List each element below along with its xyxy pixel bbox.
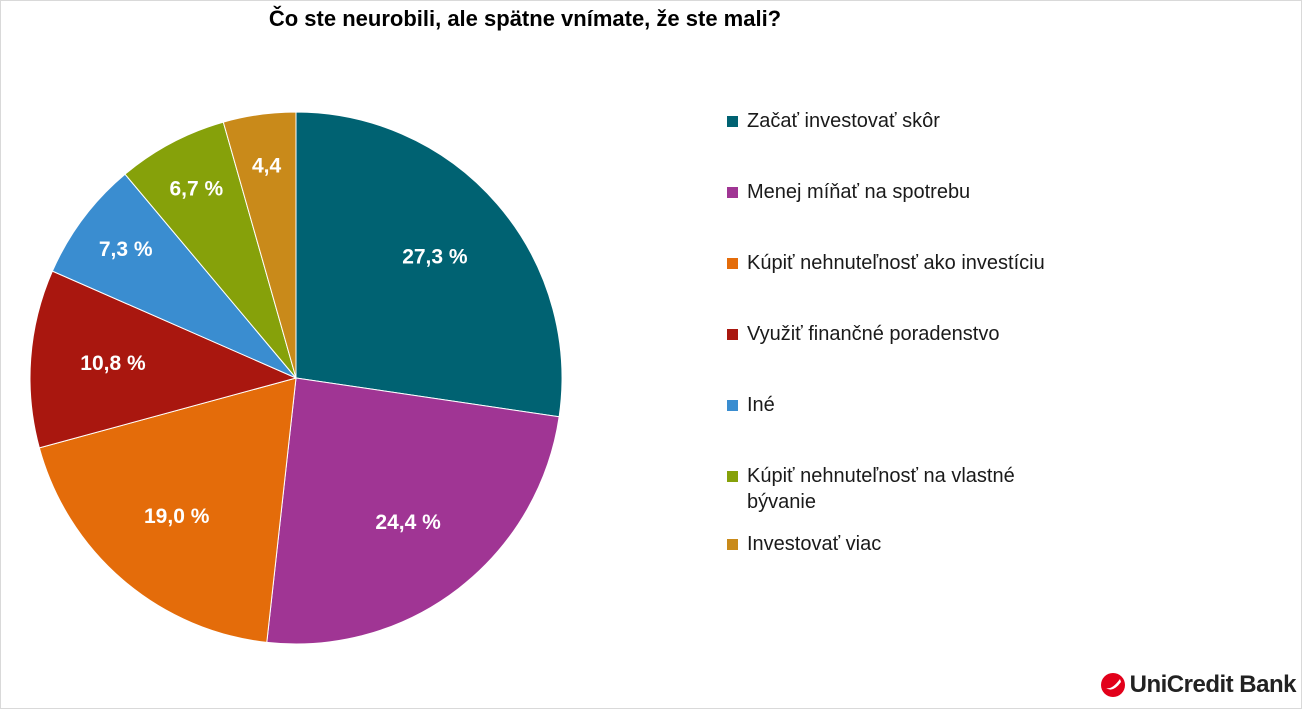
data-label: 6,7 % (169, 178, 223, 201)
legend-item: Začať investovať skôr (727, 108, 1087, 134)
legend-swatch (727, 539, 738, 550)
legend-item: Využiť finančné poradenstvo (727, 321, 1087, 347)
legend-item: Menej míňať na spotrebu (727, 179, 1087, 205)
pie-slice (51, 173, 297, 379)
legend-item: Kúpiť nehnuteľnosť ako investíciu (727, 250, 1087, 276)
pie-slice (38, 377, 297, 643)
data-label: 4,4 (252, 155, 282, 178)
legend-label: Kúpiť nehnuteľnosť na vlastné bývanie (747, 465, 1015, 513)
legend-swatch (727, 329, 738, 340)
pie-chart: 27,3 % 24,4 % 19,0 % 10,8 % 7,3 % 6,7 % 4,4 (29, 111, 563, 645)
legend-item: Kúpiť nehnuteľnosť na vlastné bývanie (727, 463, 1087, 515)
pie-slice (124, 121, 297, 379)
legend-item: Iné (727, 392, 1087, 418)
legend-swatch (727, 187, 738, 198)
legend-label: Investovať viac (747, 533, 882, 555)
pie-slice (295, 111, 563, 418)
legend-label: Využiť finančné poradenstvo (747, 323, 1000, 345)
legend-swatch (727, 116, 738, 127)
data-label: 27,3 % (402, 246, 468, 269)
data-label: 10,8 % (80, 352, 146, 375)
brand-name: UniCredit Bank (1129, 671, 1297, 698)
legend: Začať investovať skôr Menej míňať na spot… (727, 108, 1087, 602)
legend-label: Kúpiť nehnuteľnosť ako investíciu (747, 252, 1045, 274)
data-label: 24,4 % (375, 511, 441, 534)
data-label: 19,0 % (144, 505, 210, 528)
legend-label: Menej míňať na spotrebu (747, 181, 971, 203)
legend-label: Iné (747, 394, 775, 416)
chart-title: Čo ste neurobili, ale spätne vnímate, že… (268, 6, 782, 31)
pie-slice (266, 377, 560, 645)
pie-slice (222, 111, 297, 379)
legend-swatch (727, 400, 738, 411)
brand-logo: UniCredit Bank (1099, 671, 1297, 699)
legend-swatch (727, 258, 738, 269)
pie-slice (29, 270, 298, 449)
legend-item: Investovať viac (727, 531, 1087, 557)
legend-swatch (727, 471, 738, 482)
unicredit-logo-icon (1100, 673, 1125, 697)
data-label: 7,3 % (99, 238, 153, 261)
legend-label: Začať investovať skôr (747, 110, 940, 132)
